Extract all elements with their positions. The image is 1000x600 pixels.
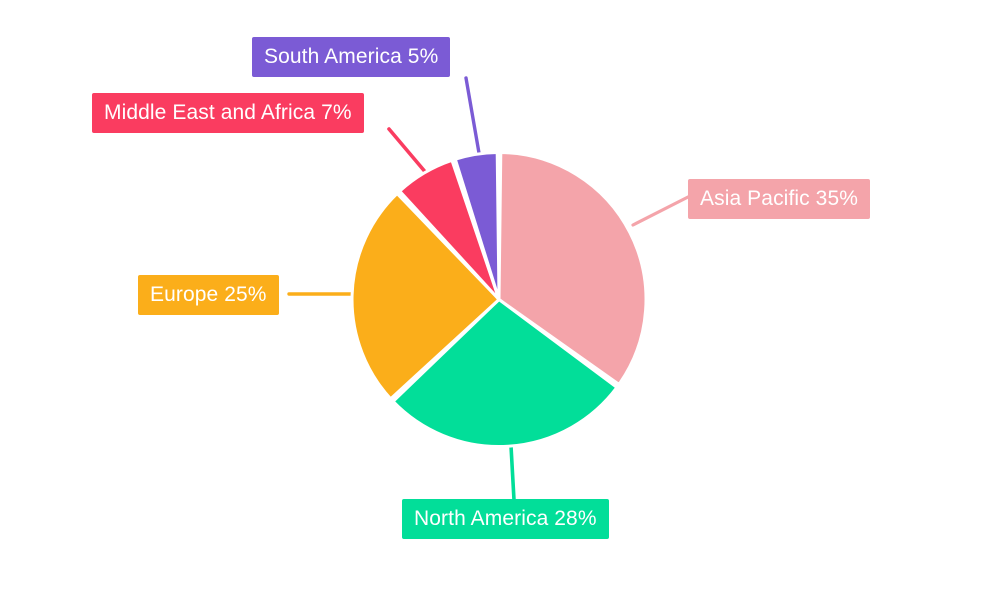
pie-slice-north-america[interactable] <box>390 297 620 449</box>
leader-line-middle-east-africa <box>387 127 429 176</box>
leader-line-asia-pacific <box>631 194 692 227</box>
pie-slice-asia-pacific[interactable] <box>497 150 648 387</box>
slice-label-north-america[interactable]: North America 28% <box>402 499 609 539</box>
pie-slice-south-america[interactable] <box>453 150 501 300</box>
pie-slices <box>350 150 648 449</box>
leader-lines <box>287 76 692 502</box>
pie-slice-middle-east-africa[interactable] <box>397 158 501 301</box>
leader-line-north-america <box>509 444 516 502</box>
slice-label-europe[interactable]: Europe 25% <box>138 275 279 315</box>
pie-slice-europe[interactable] <box>350 191 502 401</box>
slice-label-asia-pacific[interactable]: Asia Pacific 35% <box>688 179 871 219</box>
slice-label-south-america[interactable]: South America 5% <box>252 37 451 77</box>
slice-label-middle-east-africa[interactable]: Middle East and Africa 7% <box>92 93 364 133</box>
leader-line-south-america <box>464 76 481 155</box>
